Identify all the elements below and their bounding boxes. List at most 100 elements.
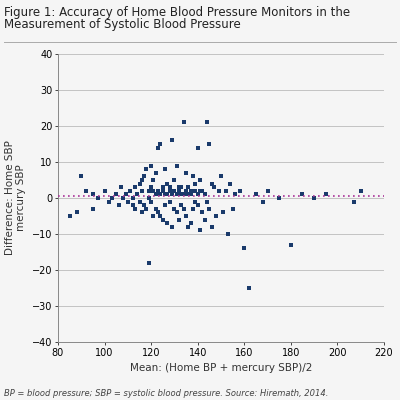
Point [183, 170, 189, 176]
Point [241, 245, 248, 252]
Point [180, 206, 187, 212]
Point [155, 144, 161, 151]
Point [146, 260, 152, 266]
Point [169, 224, 175, 230]
Point [160, 188, 166, 194]
Point [194, 202, 201, 208]
Point [134, 191, 140, 198]
Point [113, 191, 120, 198]
Point [94, 195, 101, 201]
Point [199, 188, 206, 194]
Point [127, 188, 133, 194]
Point [150, 188, 157, 194]
Point [197, 177, 203, 183]
Point [199, 209, 206, 216]
Point [246, 285, 252, 291]
Point [74, 209, 80, 216]
Point [222, 188, 229, 194]
Point [220, 209, 226, 216]
Point [178, 191, 185, 198]
Point [157, 213, 164, 219]
Point [164, 191, 171, 198]
Point [194, 191, 201, 198]
Point [141, 173, 147, 180]
Point [125, 198, 131, 205]
Point [171, 188, 178, 194]
Point [206, 141, 212, 147]
Point [157, 141, 164, 147]
Point [164, 180, 171, 187]
Point [178, 202, 185, 208]
Point [225, 231, 231, 237]
Point [166, 188, 173, 194]
Point [78, 173, 84, 180]
Point [253, 191, 259, 198]
Point [150, 213, 157, 219]
Point [192, 180, 198, 187]
Point [185, 224, 192, 230]
Point [66, 213, 73, 219]
Point [160, 216, 166, 223]
Point [190, 188, 196, 194]
Point [152, 170, 159, 176]
Point [311, 195, 317, 201]
Point [180, 191, 187, 198]
Point [83, 188, 89, 194]
Point [180, 119, 187, 126]
Point [136, 180, 143, 187]
Point [136, 198, 143, 205]
Point [192, 188, 198, 194]
Point [143, 166, 150, 172]
Point [194, 144, 201, 151]
Point [171, 177, 178, 183]
Point [106, 198, 112, 205]
Point [132, 206, 138, 212]
Point [141, 202, 147, 208]
Point [358, 188, 364, 194]
Point [152, 191, 159, 198]
Point [115, 202, 122, 208]
Point [202, 216, 208, 223]
Point [139, 188, 145, 194]
Point [176, 184, 182, 190]
Point [260, 198, 266, 205]
Point [185, 191, 192, 198]
Point [174, 191, 180, 198]
Point [90, 206, 96, 212]
Point [146, 195, 152, 201]
Point [174, 209, 180, 216]
Point [162, 191, 168, 198]
Point [299, 191, 306, 198]
Point [190, 173, 196, 180]
Point [197, 227, 203, 234]
Point [169, 191, 175, 198]
Point [166, 198, 173, 205]
Point [146, 188, 152, 194]
Point [139, 209, 145, 216]
Point [350, 198, 357, 205]
Point [171, 206, 178, 212]
Point [132, 184, 138, 190]
Point [178, 184, 185, 190]
Point [208, 180, 215, 187]
Point [160, 184, 166, 190]
Point [120, 195, 126, 201]
Point [202, 191, 208, 198]
Point [108, 195, 115, 201]
Point [129, 202, 136, 208]
Point [122, 191, 129, 198]
Point [174, 162, 180, 169]
Point [90, 191, 96, 198]
Point [155, 209, 161, 216]
Point [166, 184, 173, 190]
Point [101, 188, 108, 194]
Point [192, 198, 198, 205]
Point [188, 188, 194, 194]
Text: Measurement of Systolic Blood Pressure: Measurement of Systolic Blood Pressure [4, 18, 241, 31]
Text: BP = blood pressure; SBP = systolic blood pressure. Source: Hiremath, 2014.: BP = blood pressure; SBP = systolic bloo… [4, 389, 328, 398]
Point [164, 220, 171, 226]
Point [185, 184, 192, 190]
Point [232, 191, 238, 198]
Point [227, 180, 234, 187]
Point [139, 177, 145, 183]
